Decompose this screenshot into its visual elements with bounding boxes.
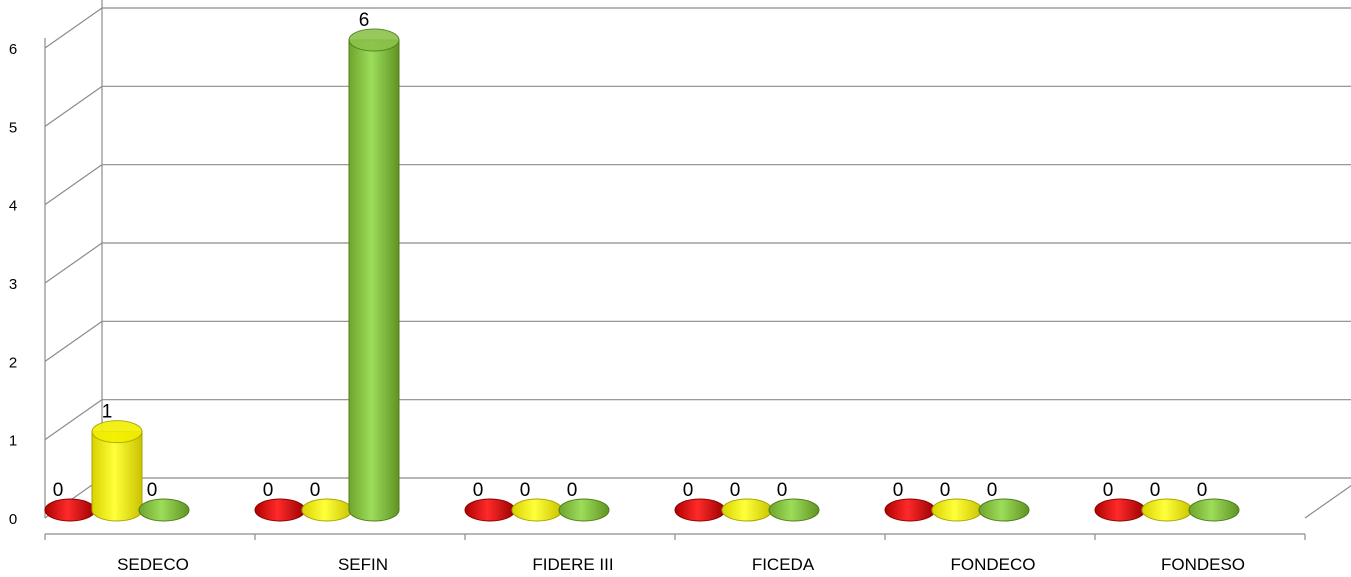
bar-body — [348, 39, 400, 522]
data-label: 0 — [567, 480, 578, 501]
bar-top — [931, 498, 983, 522]
bar — [44, 498, 96, 522]
data-label: 0 — [263, 480, 274, 501]
gridline-diagonal — [44, 85, 103, 127]
bar — [721, 498, 773, 522]
bar-top — [91, 420, 143, 444]
bar — [464, 498, 516, 522]
bar — [674, 498, 726, 522]
bar-top — [301, 498, 353, 522]
x-category-label: SEDECO — [117, 555, 189, 574]
data-labels: 0 1 0 0 0 6 0 0 0 0 0 0 0 0 0 0 0 0 — [53, 10, 1208, 501]
bar-top — [138, 498, 190, 522]
bar-top — [721, 498, 773, 522]
gridline-diagonal — [44, 320, 103, 362]
bar — [1094, 498, 1146, 522]
gridline-diagonal — [44, 7, 103, 49]
y-tick-label: 6 — [9, 41, 17, 58]
bar-top — [1188, 498, 1240, 522]
data-label: 0 — [310, 480, 321, 501]
bar-top — [511, 498, 563, 522]
bar-body — [91, 431, 143, 522]
bar — [558, 498, 610, 522]
bar-top — [44, 498, 96, 522]
data-label: 0 — [1103, 480, 1114, 501]
data-label: 0 — [1150, 480, 1161, 501]
axes — [44, 0, 1351, 540]
gridlines — [44, 7, 1351, 441]
data-label: 0 — [777, 480, 788, 501]
bar — [91, 420, 143, 522]
bars — [44, 28, 1240, 522]
data-label: 0 — [940, 480, 951, 501]
x-category-label: FONDECO — [951, 555, 1036, 574]
x-category-label: FIDERE III — [532, 555, 613, 574]
bar — [884, 498, 936, 522]
bar-top — [464, 498, 516, 522]
data-label: 0 — [987, 480, 998, 501]
bar — [301, 498, 353, 522]
bar — [1188, 498, 1240, 522]
data-label: 0 — [473, 480, 484, 501]
bar — [254, 498, 306, 522]
bar — [768, 498, 820, 522]
bar — [1141, 498, 1193, 522]
y-tick-label: 4 — [9, 198, 17, 215]
bar-top — [1094, 498, 1146, 522]
data-label: 0 — [53, 480, 64, 501]
bar — [511, 498, 563, 522]
data-label: 0 — [520, 480, 531, 501]
data-label: 0 — [893, 480, 904, 501]
bar-top — [884, 498, 936, 522]
data-label: 0 — [730, 480, 741, 501]
x-category-label: FONDESO — [1161, 555, 1245, 574]
y-tick-label: 0 — [9, 511, 17, 528]
bar — [931, 498, 983, 522]
x-category-label: SEFIN — [338, 555, 388, 574]
y-tick-label: 5 — [9, 119, 17, 136]
bar — [978, 498, 1030, 522]
data-label: 0 — [147, 480, 158, 501]
y-axis-ticks: 0 1 2 3 4 5 6 — [9, 41, 17, 528]
data-label: 6 — [359, 10, 370, 31]
bar-top — [1141, 498, 1193, 522]
gridline-diagonal — [44, 399, 103, 441]
bar — [138, 498, 190, 522]
gridline-diagonal — [44, 164, 103, 206]
y-tick-label: 3 — [9, 276, 17, 293]
x-category-label: FICEDA — [752, 555, 815, 574]
bar-top — [674, 498, 726, 522]
x-axis-categories: SEDECO SEFIN FIDERE III FICEDA FONDECO FONDES… — [117, 555, 1245, 574]
floor-right-edge — [1304, 484, 1351, 519]
y-tick-label: 2 — [9, 354, 17, 371]
bar-top — [978, 498, 1030, 522]
bar — [348, 28, 400, 522]
data-label: 0 — [1197, 480, 1208, 501]
bar-top — [558, 498, 610, 522]
data-label: 1 — [102, 402, 113, 423]
gridline-diagonal — [44, 242, 103, 284]
data-label: 0 — [683, 480, 694, 501]
bar-top — [768, 498, 820, 522]
y-tick-label: 1 — [9, 433, 17, 450]
bar-top — [254, 498, 306, 522]
bar-top — [348, 28, 400, 52]
